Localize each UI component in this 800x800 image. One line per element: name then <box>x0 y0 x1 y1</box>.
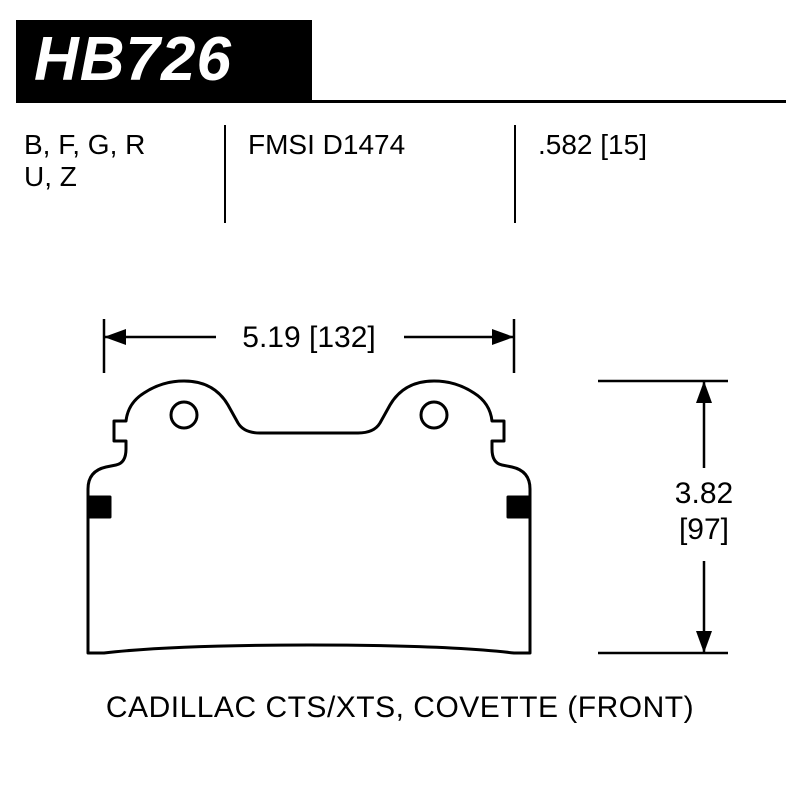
header-rule <box>16 100 786 103</box>
compound-codes-cell: B, F, G, R U, Z <box>16 125 226 223</box>
info-row: B, F, G, R U, Z FMSI D1474 .582 [15] <box>16 125 784 223</box>
width-inches: 5.19 <box>242 321 300 354</box>
compound-codes-line2: U, Z <box>24 161 202 193</box>
brake-pad-diagram: 5.19 [132] 3.82 [97] <box>16 243 786 673</box>
part-number-header: HB726 <box>16 20 312 103</box>
width-mm: [132] <box>309 321 376 354</box>
width-label: 5.19 [132] <box>242 321 375 354</box>
compound-codes-line1: B, F, G, R <box>24 129 202 161</box>
fmsi-code: FMSI D1474 <box>248 129 405 160</box>
application-caption: CADILLAC CTS/XTS, COVETTE (FRONT) <box>16 691 784 725</box>
thickness-inches: .582 <box>538 129 593 160</box>
thickness-cell: .582 [15] <box>516 125 647 223</box>
height-in-label: 3.82 <box>675 477 733 510</box>
diagram-area: 5.19 [132] 3.82 [97] <box>16 243 786 673</box>
thickness-mm: [15] <box>600 129 647 160</box>
brake-pad-outline <box>88 381 530 653</box>
height-mm-label: [97] <box>679 513 729 546</box>
part-number: HB726 <box>34 25 232 94</box>
fmsi-cell: FMSI D1474 <box>226 125 516 223</box>
